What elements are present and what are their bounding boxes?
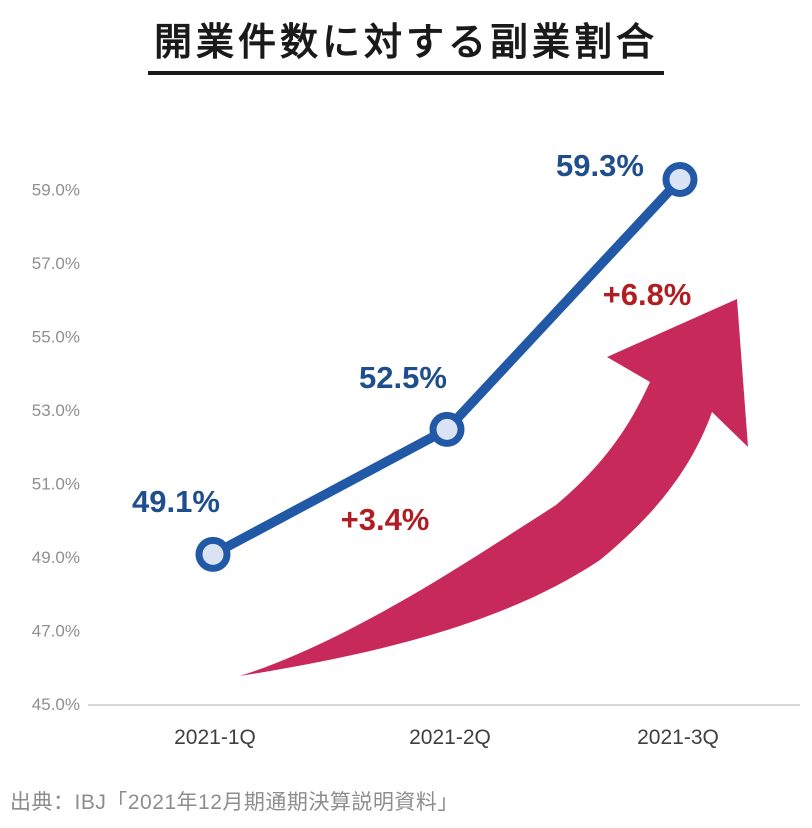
data-point-marker — [429, 411, 465, 447]
y-axis-tick-label: 53.0% — [32, 401, 80, 420]
delta-label: +6.8% — [603, 277, 692, 312]
data-point-marker — [662, 161, 698, 197]
x-axis-category-label: 2021-2Q — [409, 726, 491, 749]
x-axis-category-label: 2021-3Q — [637, 726, 719, 749]
x-axis: 2021-1Q 2021-2Q 2021-3Q — [174, 726, 719, 749]
trend-up-arrow-icon — [240, 299, 748, 676]
data-point-value-label: 59.3% — [556, 148, 644, 183]
page-title: 開業件数に対する副業割合 — [0, 22, 812, 75]
source-caption: 出典：IBJ「2021年12月期通期決算説明資料」 — [10, 791, 459, 814]
data-point-value-label: 49.1% — [132, 484, 220, 519]
data-point-value-label: 52.5% — [359, 360, 447, 395]
x-axis-category-label: 2021-1Q — [174, 726, 256, 749]
y-axis-tick-label: 57.0% — [32, 254, 80, 273]
data-point-marker — [195, 536, 231, 572]
y-axis: 59.0% 57.0% 55.0% 53.0% 51.0% 49.0% 47.0… — [32, 181, 80, 715]
y-axis-tick-label: 51.0% — [32, 475, 80, 494]
y-axis-tick-label: 55.0% — [32, 328, 80, 347]
y-axis-tick-label: 47.0% — [32, 622, 80, 641]
y-axis-tick-label: 49.0% — [32, 548, 80, 567]
page-title-text: 開業件数に対する副業割合 — [147, 22, 664, 75]
y-axis-tick-label: 45.0% — [32, 695, 80, 714]
y-axis-tick-label: 59.0% — [32, 181, 80, 200]
delta-label: +3.4% — [341, 502, 430, 537]
